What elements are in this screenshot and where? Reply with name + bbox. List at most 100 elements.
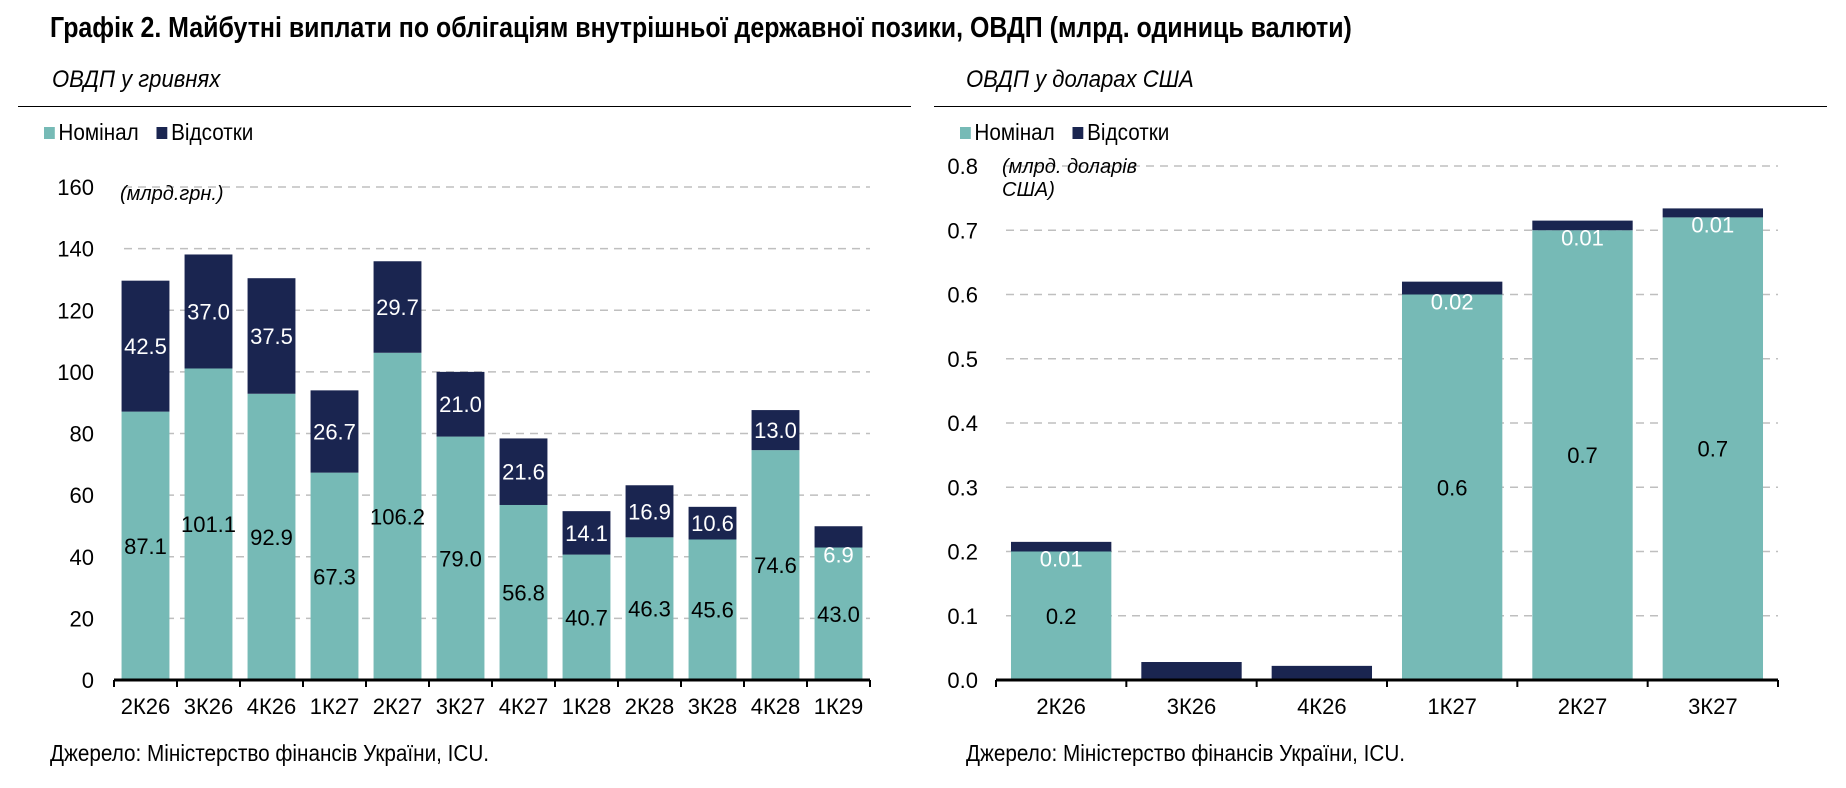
y-tick-label: 20 — [70, 606, 94, 631]
y-tick-label: 0.8 — [947, 154, 978, 179]
bar-interest — [814, 526, 863, 548]
bar-interest — [625, 485, 674, 538]
nominal-value-label: 74.6 — [754, 553, 797, 578]
x-tick-label: 1К29 — [814, 694, 864, 719]
left-chart-subtitle: ОВДП у гривнях — [52, 66, 221, 93]
x-tick-label: 1К27 — [310, 694, 360, 719]
interest-value-label: 0.01 — [1691, 212, 1734, 237]
interest-value-label: 37.5 — [250, 324, 293, 349]
nominal-value-label: 43.0 — [817, 602, 860, 627]
right-source-note: Джерело: Міністерство фінансів України, … — [966, 740, 1406, 766]
y-tick-label: 40 — [70, 545, 94, 570]
nominal-value-label: 0.2 — [1046, 604, 1077, 629]
x-tick-label: 4К26 — [1297, 694, 1347, 719]
bar-nominal — [184, 368, 233, 680]
nominal-value-label: 92.9 — [250, 525, 293, 550]
nominal-value-label: 46.3 — [628, 597, 671, 622]
y-tick-label: 0.2 — [947, 540, 978, 565]
x-tick-label: 3К26 — [1167, 694, 1217, 719]
usd-bonds-chart: 0.0 0.1 0.2 0.3 0.4 0.5 0.6 0.7 0.8 (млрд. доларі… — [947, 154, 1779, 719]
right-chart-subtitle: ОВДП у доларах США — [966, 66, 1194, 93]
interest-value-label: 6.9 — [823, 543, 854, 568]
interest-value-label: 10.6 — [691, 511, 734, 536]
bar-interest — [499, 438, 548, 505]
right-legend: Номінал Відсотки — [960, 119, 1187, 146]
y-tick-label: 80 — [70, 422, 94, 447]
figure-title: Графік 2. Майбутні виплати по облігаціям… — [50, 12, 1352, 44]
legend-item-nominal: Номінал — [44, 119, 139, 146]
bar-interest — [1271, 665, 1373, 680]
nominal-value-label: 40.7 — [565, 605, 608, 630]
bar-nominal — [499, 504, 548, 680]
nominal-value-label: 101.1 — [181, 512, 236, 537]
bar-nominal — [562, 554, 611, 680]
nominal-value-label: 56.8 — [502, 580, 545, 605]
y-tick-label: 0.4 — [947, 411, 978, 436]
interest-value-label: 0.02 — [1431, 290, 1474, 315]
right-header-rule — [934, 106, 1827, 107]
bar-nominal — [1010, 551, 1112, 680]
interest-value-label: 21.6 — [502, 460, 545, 485]
bar-interest — [436, 371, 485, 437]
bar-interest — [373, 261, 422, 353]
nominal-value-label: 0.7 — [1567, 443, 1598, 468]
bar-nominal — [751, 450, 800, 680]
interest-value-label: 0.01 — [1561, 225, 1604, 250]
x-tick-label: 1К28 — [562, 694, 612, 719]
x-tick-label: 2К27 — [373, 694, 423, 719]
left-legend: Номінал Відсотки — [44, 119, 271, 146]
x-tick-label: 2К26 — [1036, 694, 1086, 719]
x-tick-label: 3К27 — [1688, 694, 1738, 719]
uah-bonds-chart: 0 20 40 60 80 100 120 140 160 (млрд.грн.) 87.1 42.5… — [57, 175, 871, 719]
bar-nominal — [688, 539, 737, 680]
bar-interest — [121, 280, 170, 412]
interest-value-label: 29.7 — [376, 295, 419, 320]
bar-nominal — [121, 411, 170, 680]
x-tick-label: 3К26 — [184, 694, 234, 719]
bar-nominal — [625, 537, 674, 680]
nominal-value-label: 67.3 — [313, 564, 356, 589]
x-tick-label: 2К27 — [1558, 694, 1608, 719]
legend-label-nominal: Номінал — [58, 119, 139, 145]
y-tick-label: 0.0 — [947, 668, 978, 693]
bar-nominal — [1532, 230, 1633, 680]
x-tick-label: 1К27 — [1427, 694, 1477, 719]
legend-item-interest: Відсотки — [156, 119, 253, 146]
y-tick-label: 0.3 — [947, 475, 978, 500]
bar-interest — [247, 278, 296, 394]
y-tick-label: 60 — [70, 483, 94, 508]
interest-value-label: 42.5 — [124, 334, 167, 359]
x-tick-label: 4К27 — [499, 694, 549, 719]
y-tick-label: 0.5 — [947, 347, 978, 372]
y-tick-label: 160 — [57, 175, 94, 200]
bar-nominal — [1662, 217, 1764, 680]
legend-swatch-interest — [1072, 126, 1084, 139]
interest-value-label: 26.7 — [313, 419, 356, 444]
legend-item-interest: Відсотки — [1072, 119, 1170, 146]
legend-swatch-nominal — [44, 126, 55, 139]
bar-interest — [1401, 281, 1503, 295]
unit-note: (млрд. доларів — [1002, 156, 1137, 178]
y-tick-label: 140 — [57, 237, 94, 262]
bar-interest — [1662, 208, 1764, 218]
x-tick-label: 3К28 — [688, 694, 738, 719]
left-header-rule — [18, 106, 911, 107]
bar-nominal — [1401, 294, 1503, 680]
bar-nominal — [373, 352, 422, 680]
y-tick-label: 100 — [57, 360, 94, 385]
bar-interest — [1141, 662, 1242, 680]
interest-value-label: 14.1 — [565, 521, 608, 546]
nominal-value-label: 79.0 — [439, 546, 482, 571]
interest-value-label: 13.0 — [754, 418, 797, 443]
nominal-value-label: 0.6 — [1437, 475, 1468, 500]
bar-interest — [1532, 220, 1633, 231]
y-tick-label: 0.7 — [947, 218, 978, 243]
interest-value-label: 0.01 — [1040, 547, 1083, 572]
y-tick-label: 120 — [57, 298, 94, 323]
y-tick-label: 0 — [82, 668, 94, 693]
x-tick-label: 4К26 — [247, 694, 297, 719]
bar-nominal — [247, 393, 296, 680]
nominal-value-label: 106.2 — [370, 504, 425, 529]
legend-label-interest: Відсотки — [1087, 119, 1170, 145]
y-tick-label: 0.1 — [947, 604, 978, 629]
